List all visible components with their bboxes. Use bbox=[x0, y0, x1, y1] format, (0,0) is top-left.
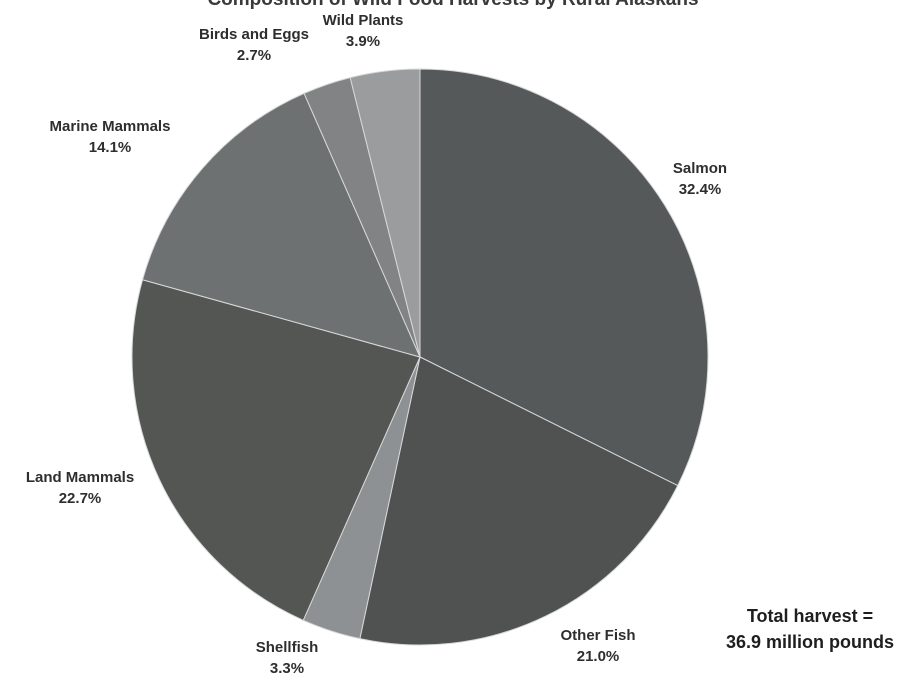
pie-slice-salmon bbox=[419, 68, 709, 487]
slice-name: Wild Plants bbox=[322, 12, 404, 29]
slice-label-other-fish: Other Fish 21.0% bbox=[560, 625, 635, 667]
slice-label-shellfish: Shellfish 3.3% bbox=[256, 637, 319, 679]
pie-slice-other-fish bbox=[359, 356, 679, 646]
slice-percent: 14.1% bbox=[88, 139, 132, 156]
slice-name: Birds and Eggs bbox=[198, 26, 310, 43]
slice-percent: 2.7% bbox=[236, 47, 272, 64]
slice-name: Other Fish bbox=[560, 627, 636, 644]
slice-name: Marine Mammals bbox=[49, 118, 171, 135]
slice-name: Salmon bbox=[672, 160, 728, 177]
slice-name: Land Mammals bbox=[25, 469, 135, 486]
total-harvest-annotation: Total harvest = 36.9 million pounds bbox=[726, 603, 894, 655]
pie-slice-land-mammals bbox=[131, 279, 421, 621]
slice-percent: 3.3% bbox=[269, 660, 305, 677]
total-harvest-line1: Total harvest = bbox=[746, 606, 874, 626]
slice-percent: 32.4% bbox=[678, 181, 722, 198]
slice-percent: 3.9% bbox=[345, 33, 381, 50]
slice-label-wild-plants: Wild Plants 3.9% bbox=[323, 10, 404, 52]
total-harvest-line2: 36.9 million pounds bbox=[725, 632, 895, 652]
slice-label-birds-and-eggs: Birds and Eggs 2.7% bbox=[199, 24, 309, 66]
slice-label-salmon: Salmon 32.4% bbox=[673, 158, 727, 200]
slice-percent: 21.0% bbox=[576, 648, 620, 665]
pie-slice-marine-mammals bbox=[141, 92, 421, 358]
slice-percent: 22.7% bbox=[58, 490, 102, 507]
slice-label-marine-mammals: Marine Mammals 14.1% bbox=[50, 116, 171, 158]
chart-title: Composition of Wild Food Harvests by Rur… bbox=[0, 0, 906, 11]
slice-label-land-mammals: Land Mammals 22.7% bbox=[26, 467, 134, 509]
slice-name: Shellfish bbox=[255, 639, 319, 656]
pie-slice-wild-plants bbox=[349, 68, 421, 358]
